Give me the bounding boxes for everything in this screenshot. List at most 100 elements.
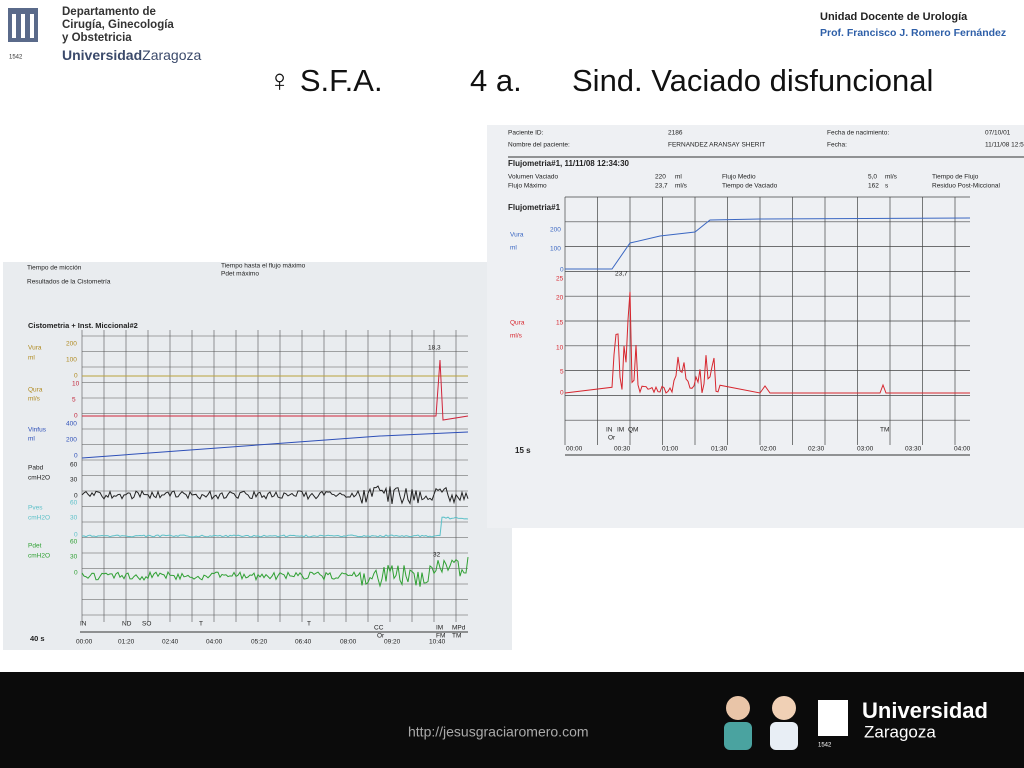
photo-label: IN	[80, 621, 87, 628]
photo-label: 10	[72, 381, 80, 388]
trace	[81, 485, 469, 506]
footer-city: Zaragoza	[864, 722, 936, 741]
photo-label: 100	[66, 357, 77, 364]
photo-label: 5,0	[868, 174, 877, 181]
photo-label: 25	[556, 276, 564, 283]
photo-label: IN	[606, 427, 613, 434]
photo-label: 0	[560, 267, 564, 274]
footer-founded: 1542	[818, 743, 832, 749]
photo-label: Flujo Máximo	[508, 183, 547, 190]
photo-label: ml	[510, 245, 517, 252]
photo-label: cmH2O	[28, 553, 50, 560]
photo-label: Tiempo de Flujo	[932, 174, 979, 181]
photo-label: 5	[560, 369, 564, 376]
photo-label: Vura	[28, 345, 42, 352]
photo-label: MPd	[452, 625, 466, 632]
photo-label: 08:00	[340, 639, 357, 646]
photo-label: QM	[628, 427, 638, 434]
photo-label: 03:30	[905, 446, 922, 453]
photo-label: Pves	[28, 505, 43, 512]
photo-label: Residuo Post-Miccional	[932, 183, 1000, 190]
photo-label: FM	[436, 633, 445, 640]
photo-label: 5	[72, 397, 76, 404]
photo-label: 03:00	[857, 446, 874, 453]
photo-label: ND	[122, 621, 132, 628]
photo-label: 60	[70, 500, 78, 507]
photo-label: 09:20	[384, 639, 401, 646]
photo-label: 220	[655, 174, 666, 181]
photo-label: 02:00	[760, 446, 777, 453]
dept: Departamento de	[62, 6, 156, 18]
title-age: 4 a.	[470, 63, 522, 98]
photo-label: Or	[608, 435, 616, 442]
photo-label: 02:30	[808, 446, 825, 453]
photo-label: 07/10/01	[985, 130, 1011, 137]
photo-label: 30	[70, 477, 78, 484]
photo-label: 01:20	[118, 639, 135, 646]
photo-label: Or	[377, 633, 385, 640]
photo-label: Resultados de la Cistometría	[27, 279, 111, 286]
photo-label: FERNANDEZ ARANSAY SHERIT	[668, 142, 765, 149]
photo-label: 05:20	[251, 639, 268, 646]
university-name: UniversidadZaragoza	[62, 47, 201, 63]
photo-label: 10	[556, 345, 564, 352]
university: Universidad	[62, 47, 142, 63]
right-photo: Paciente ID: 2186 Fecha de nacimiento: 07/1…	[487, 125, 1024, 528]
photo-label: T	[307, 621, 311, 628]
title-diagnosis: Sind. Vaciado disfuncional	[572, 63, 933, 98]
photo-label: Tiempo de micción	[27, 265, 82, 272]
city: Zaragoza	[142, 47, 201, 63]
photo-label: 00:30	[614, 446, 631, 453]
dept: Cirugía, Ginecología	[62, 19, 174, 31]
photo-label: cmH2O	[28, 475, 50, 482]
photo-label: Pdet	[28, 543, 42, 550]
photo-label: Flujo Medio	[722, 174, 756, 181]
photo-label: 04:00	[954, 446, 971, 453]
title-patient: ♀ S.F.A.	[268, 63, 383, 98]
photo-label: Pdet máximo	[221, 271, 259, 278]
photo-label: 60	[70, 462, 78, 469]
photo-label: 40 s	[30, 634, 45, 643]
photo-label: 11/11/08 12:5	[985, 142, 1024, 149]
photo-label: ml/s	[885, 174, 898, 181]
photo-label: s	[885, 183, 889, 190]
photo-label: TM	[880, 427, 889, 434]
photo-label: 23,7	[655, 183, 668, 190]
photo-label: 0	[74, 453, 78, 460]
photo-label: 0	[560, 390, 564, 397]
founded: 1542	[9, 55, 23, 61]
photo-label: 15	[556, 320, 564, 327]
professor: Prof. Francisco J. Romero Fernández	[820, 27, 1006, 39]
photo-label: Pabd	[28, 465, 44, 472]
dept: y Obstetricia	[62, 32, 132, 44]
photo-label: 30	[70, 554, 78, 561]
photo-label: 15 s	[515, 446, 531, 455]
photo-label: 2186	[668, 130, 683, 137]
trace	[564, 291, 970, 394]
photo-label: 400	[66, 421, 77, 428]
photo-label: ml	[28, 355, 35, 362]
photo-label: Tiempo de Vaciado	[722, 183, 778, 190]
photo-label: Vura	[510, 232, 524, 239]
photo-label: TM	[452, 633, 461, 640]
photo-label: 30	[70, 515, 78, 522]
photo-label: T	[199, 621, 203, 628]
footer-university: Universidad	[862, 698, 988, 723]
photo-label: 32	[433, 552, 441, 559]
photo-label: ml	[675, 174, 682, 181]
photo-label: 100	[550, 246, 561, 253]
trace	[82, 359, 469, 421]
photo-label: Qura	[28, 387, 43, 394]
photo-label: 01:00	[662, 446, 679, 453]
photo-label: 162	[868, 183, 879, 190]
trace	[81, 516, 469, 538]
photo-label: SO	[142, 621, 151, 628]
photo-label: IM	[617, 427, 624, 434]
trace	[565, 217, 971, 270]
trace	[81, 557, 469, 588]
footer-bar	[0, 672, 1024, 768]
photo-label: Flujometria#1, 11/11/08 12:34:30	[508, 159, 630, 168]
footer-url[interactable]: http://jesusgraciaromero.com	[408, 724, 589, 740]
photo-label: 0	[74, 413, 78, 420]
